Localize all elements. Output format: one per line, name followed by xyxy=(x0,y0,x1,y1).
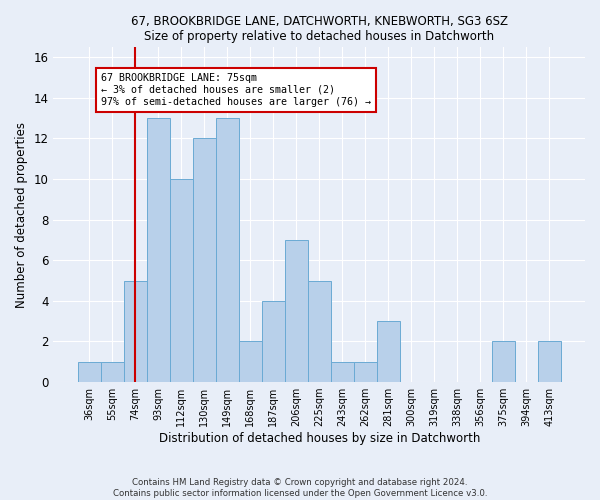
Bar xyxy=(101,362,124,382)
X-axis label: Distribution of detached houses by size in Datchworth: Distribution of detached houses by size … xyxy=(158,432,480,445)
Y-axis label: Number of detached properties: Number of detached properties xyxy=(15,122,28,308)
Bar xyxy=(239,342,262,382)
Bar xyxy=(146,118,170,382)
Bar xyxy=(331,362,354,382)
Bar xyxy=(354,362,377,382)
Bar xyxy=(124,280,146,382)
Bar xyxy=(377,321,400,382)
Title: 67, BROOKBRIDGE LANE, DATCHWORTH, KNEBWORTH, SG3 6SZ
Size of property relative t: 67, BROOKBRIDGE LANE, DATCHWORTH, KNEBWO… xyxy=(131,15,508,43)
Bar xyxy=(262,301,284,382)
Bar xyxy=(308,280,331,382)
Bar xyxy=(492,342,515,382)
Bar xyxy=(170,179,193,382)
Text: 67 BROOKBRIDGE LANE: 75sqm
← 3% of detached houses are smaller (2)
97% of semi-d: 67 BROOKBRIDGE LANE: 75sqm ← 3% of detac… xyxy=(101,74,371,106)
Bar xyxy=(193,138,215,382)
Bar xyxy=(215,118,239,382)
Bar xyxy=(77,362,101,382)
Text: Contains HM Land Registry data © Crown copyright and database right 2024.
Contai: Contains HM Land Registry data © Crown c… xyxy=(113,478,487,498)
Bar xyxy=(284,240,308,382)
Bar xyxy=(538,342,561,382)
